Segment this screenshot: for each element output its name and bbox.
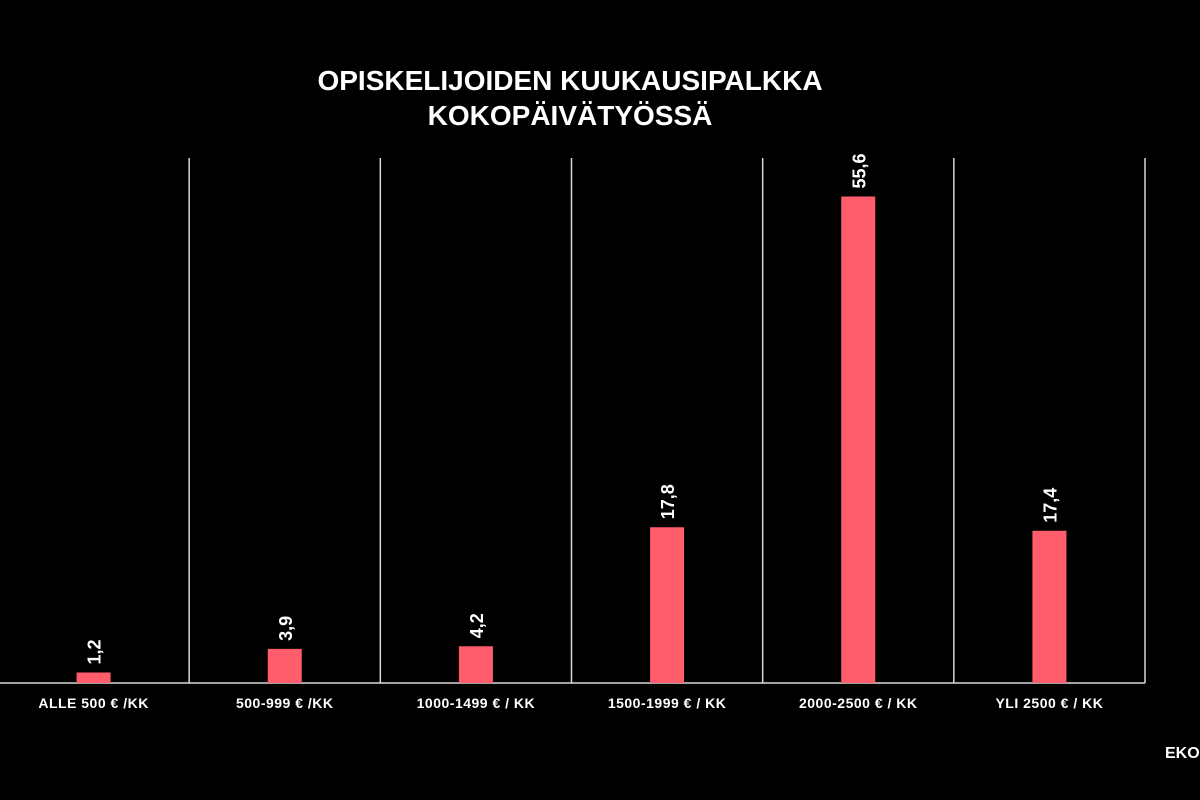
x-tick-label: 500-999 € /KK [236, 695, 334, 711]
x-tick-label: YLI 2500 € / KK [995, 695, 1103, 711]
bar [841, 196, 876, 683]
data-label: 4,2 [467, 613, 487, 638]
x-tick-label: 1000-1499 € / KK [417, 695, 536, 711]
data-label: 3,9 [276, 616, 296, 641]
bar [267, 648, 302, 683]
bar [458, 646, 493, 683]
footer: EKO [1165, 745, 1200, 762]
x-tick-label: 1500-1999 € / KK [608, 695, 727, 711]
data-label: 1,2 [85, 639, 105, 664]
x-tick-label: ALLE 500 € /KK [38, 695, 148, 711]
bar [650, 527, 685, 683]
bar [76, 672, 111, 683]
data-label: 17,8 [658, 484, 678, 519]
data-label: 55,6 [849, 153, 869, 188]
data-label: 17,4 [1040, 488, 1060, 523]
chart-title-line: OPISKELIJOIDEN KUUKAUSIPALKKA [317, 65, 822, 96]
x-tick-label: 2000-2500 € / KK [799, 695, 918, 711]
bar [1032, 530, 1067, 683]
chart-title-line: KOKOPÄIVÄTYÖSSÄ [428, 100, 713, 131]
